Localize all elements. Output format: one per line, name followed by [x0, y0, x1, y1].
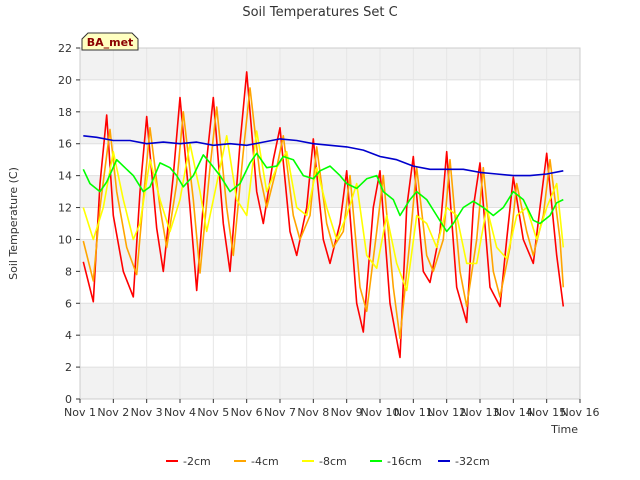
x-axis-ticks: Nov 1 Nov 2 Nov 3 Nov 4 Nov 5 Nov 6 Nov 7 Nov 8…	[64, 399, 599, 419]
x-tick-label: Nov 8	[297, 406, 329, 419]
grid-band	[80, 303, 580, 336]
grid-band	[80, 175, 580, 208]
x-tick-label: Nov 12	[427, 406, 466, 419]
y-tick-label: 14	[58, 170, 72, 183]
series-line-4cm	[82, 87, 565, 340]
chart-title: Soil Temperatures Set C	[242, 5, 397, 20]
legend: -2cm -4cm -8cm -16cm -32cm	[166, 455, 490, 468]
x-tick-label: Nov 11	[394, 406, 433, 419]
legend-label: -16cm	[387, 455, 422, 468]
series-line-2cm	[82, 71, 565, 359]
x-tick-label: Nov 3	[131, 406, 163, 419]
y-tick-label: 8	[65, 265, 72, 278]
badge-shape	[81, 32, 139, 51]
y-tick-label: 10	[58, 233, 72, 246]
x-tick-label: Nov 4	[164, 406, 196, 419]
y-tick-label: 0	[65, 393, 72, 406]
series-lines	[82, 71, 565, 359]
x-tick-label: Nov 6	[231, 406, 263, 419]
x-tick-label: Nov 2	[97, 406, 129, 419]
x-tick-label: Nov 15	[527, 406, 566, 419]
y-tick-label: 22	[58, 42, 72, 55]
plot-background-bands	[80, 48, 580, 399]
x-tick-label: Nov 5	[197, 406, 229, 419]
y-tick-label: 18	[58, 106, 72, 119]
grid-band	[80, 367, 580, 399]
grid-band	[80, 111, 580, 144]
station-badge: BA_met	[81, 32, 139, 51]
legend-label: -32cm	[455, 455, 490, 468]
x-tick-label: Nov 1	[64, 406, 96, 419]
x-tick-label: Nov 9	[331, 406, 363, 419]
grid-band	[80, 48, 580, 80]
x-tick-label: Nov 7	[264, 406, 296, 419]
legend-label: -4cm	[251, 455, 279, 468]
badge-label: BA_met	[87, 36, 134, 49]
y-tick-label: 16	[58, 138, 72, 151]
legend-label: -2cm	[183, 455, 211, 468]
y-tick-label: 2	[65, 361, 72, 374]
y-tick-label: 20	[58, 74, 72, 87]
x-tick-label: Nov 16	[561, 406, 600, 419]
legend-label: -8cm	[319, 455, 347, 468]
x-axis-label: Time	[550, 423, 578, 436]
y-tick-label: 4	[65, 329, 72, 342]
y-tick-label: 6	[65, 297, 72, 310]
series-line-8cm	[82, 130, 565, 292]
x-tick-label: Nov 10	[361, 406, 400, 419]
x-tick-label: Nov 14	[494, 406, 533, 419]
x-tick-label: Nov 13	[461, 406, 500, 419]
series-line-32cm	[83, 135, 564, 177]
plot-area	[80, 48, 580, 399]
plot-frame	[79, 47, 581, 400]
series-line-16cm	[82, 152, 564, 233]
y-axis-ticks: 0 2 4 6 8 10 12 14 16 18 20 22	[58, 42, 80, 406]
y-tick-label: 12	[58, 202, 72, 215]
y-axis-label: Soil Temperature (C)	[7, 167, 20, 280]
